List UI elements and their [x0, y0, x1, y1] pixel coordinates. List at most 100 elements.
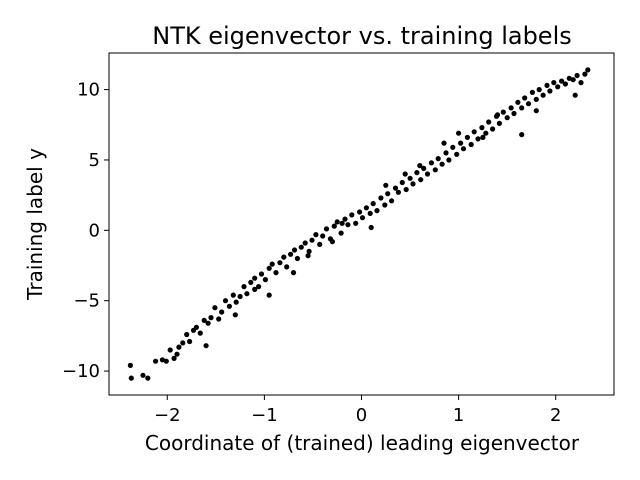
data-point: [439, 161, 445, 167]
data-point: [479, 125, 485, 131]
data-point: [500, 109, 506, 115]
data-point: [475, 136, 481, 142]
data-point: [342, 216, 348, 222]
x-tick-label: −2: [154, 405, 181, 426]
data-point: [435, 156, 441, 162]
data-point: [298, 244, 304, 250]
data-point: [363, 205, 369, 211]
data-point: [540, 92, 546, 98]
data-point: [230, 292, 236, 298]
data-point: [504, 115, 510, 121]
x-axis-label: Coordinate of (trained) leading eigenvec…: [145, 431, 580, 455]
data-point: [529, 89, 536, 95]
data-point: [585, 67, 591, 73]
data-point: [519, 105, 525, 111]
data-point: [480, 134, 486, 140]
data-point: [551, 80, 557, 86]
data-point: [525, 101, 532, 107]
data-point: [203, 343, 209, 349]
data-point: [291, 247, 298, 253]
data-point: [305, 253, 311, 259]
chart-title: NTK eigenvector vs. training labels: [152, 22, 572, 50]
data-point: [441, 140, 447, 146]
data-point: [329, 239, 335, 245]
data-point: [266, 265, 272, 271]
data-point: [383, 182, 389, 188]
data-point: [582, 71, 588, 77]
data-point: [290, 270, 297, 276]
data-point: [570, 77, 576, 83]
data-point: [428, 160, 434, 166]
data-point: [483, 130, 489, 136]
data-point: [458, 140, 464, 146]
data-point: [345, 222, 351, 228]
data-point: [205, 320, 211, 326]
data-point: [309, 237, 315, 243]
data-point: [559, 78, 565, 84]
data-point: [167, 347, 173, 353]
data-point: [219, 309, 225, 315]
data-point: [140, 372, 146, 378]
data-point: [555, 84, 561, 90]
data-point: [216, 316, 222, 322]
data-point: [547, 88, 553, 94]
data-point: [456, 130, 462, 136]
data-point: [256, 284, 262, 290]
data-point: [410, 181, 416, 187]
data-point: [128, 375, 134, 381]
data-point: [197, 330, 203, 336]
data-point: [464, 134, 470, 140]
data-point: [389, 198, 395, 204]
data-point: [533, 96, 539, 102]
data-point: [313, 232, 319, 238]
data-point: [494, 112, 501, 118]
y-tick-label: −10: [62, 361, 100, 382]
data-point: [446, 157, 452, 163]
data-point: [201, 317, 207, 323]
data-point: [378, 195, 384, 201]
y-axis: −10 −5 0 5 10: [62, 80, 109, 382]
data-point: [349, 212, 355, 218]
data-point: [395, 189, 401, 195]
data-point: [536, 87, 542, 93]
data-point: [403, 186, 409, 193]
data-point: [578, 80, 584, 86]
data-point: [317, 241, 323, 247]
data-point: [572, 92, 578, 98]
data-point: [163, 358, 169, 364]
data-point: [496, 120, 502, 126]
data-point: [574, 72, 580, 79]
x-tick-label: 2: [550, 405, 561, 426]
data-point: [533, 108, 539, 114]
y-tick-label: 5: [89, 150, 100, 171]
data-point: [145, 375, 151, 381]
data-point: [338, 230, 344, 236]
data-point: [490, 126, 496, 132]
data-point: [486, 119, 492, 125]
data-point: [153, 358, 159, 364]
data-point: [471, 129, 477, 135]
y-tick-label: 10: [77, 80, 100, 101]
data-point: [367, 210, 373, 216]
data-point: [359, 215, 366, 221]
data-point: [277, 260, 283, 266]
data-point: [284, 264, 290, 270]
data-point: [424, 171, 431, 177]
data-point: [302, 240, 308, 246]
data-point: [519, 132, 525, 138]
y-axis-label: Training label y: [23, 148, 47, 301]
data-point: [288, 251, 294, 257]
data-point: [294, 255, 300, 262]
data-point: [374, 208, 380, 214]
data-point: [515, 99, 521, 105]
data-point: [544, 82, 550, 88]
data-point: [331, 223, 337, 229]
data-point: [454, 151, 460, 157]
data-point: [273, 270, 279, 276]
data-point: [323, 226, 330, 232]
data-point: [443, 150, 449, 156]
data-point: [226, 303, 232, 309]
data-point: [339, 220, 345, 226]
y-tick-label: −5: [73, 291, 100, 312]
data-point: [511, 110, 517, 117]
